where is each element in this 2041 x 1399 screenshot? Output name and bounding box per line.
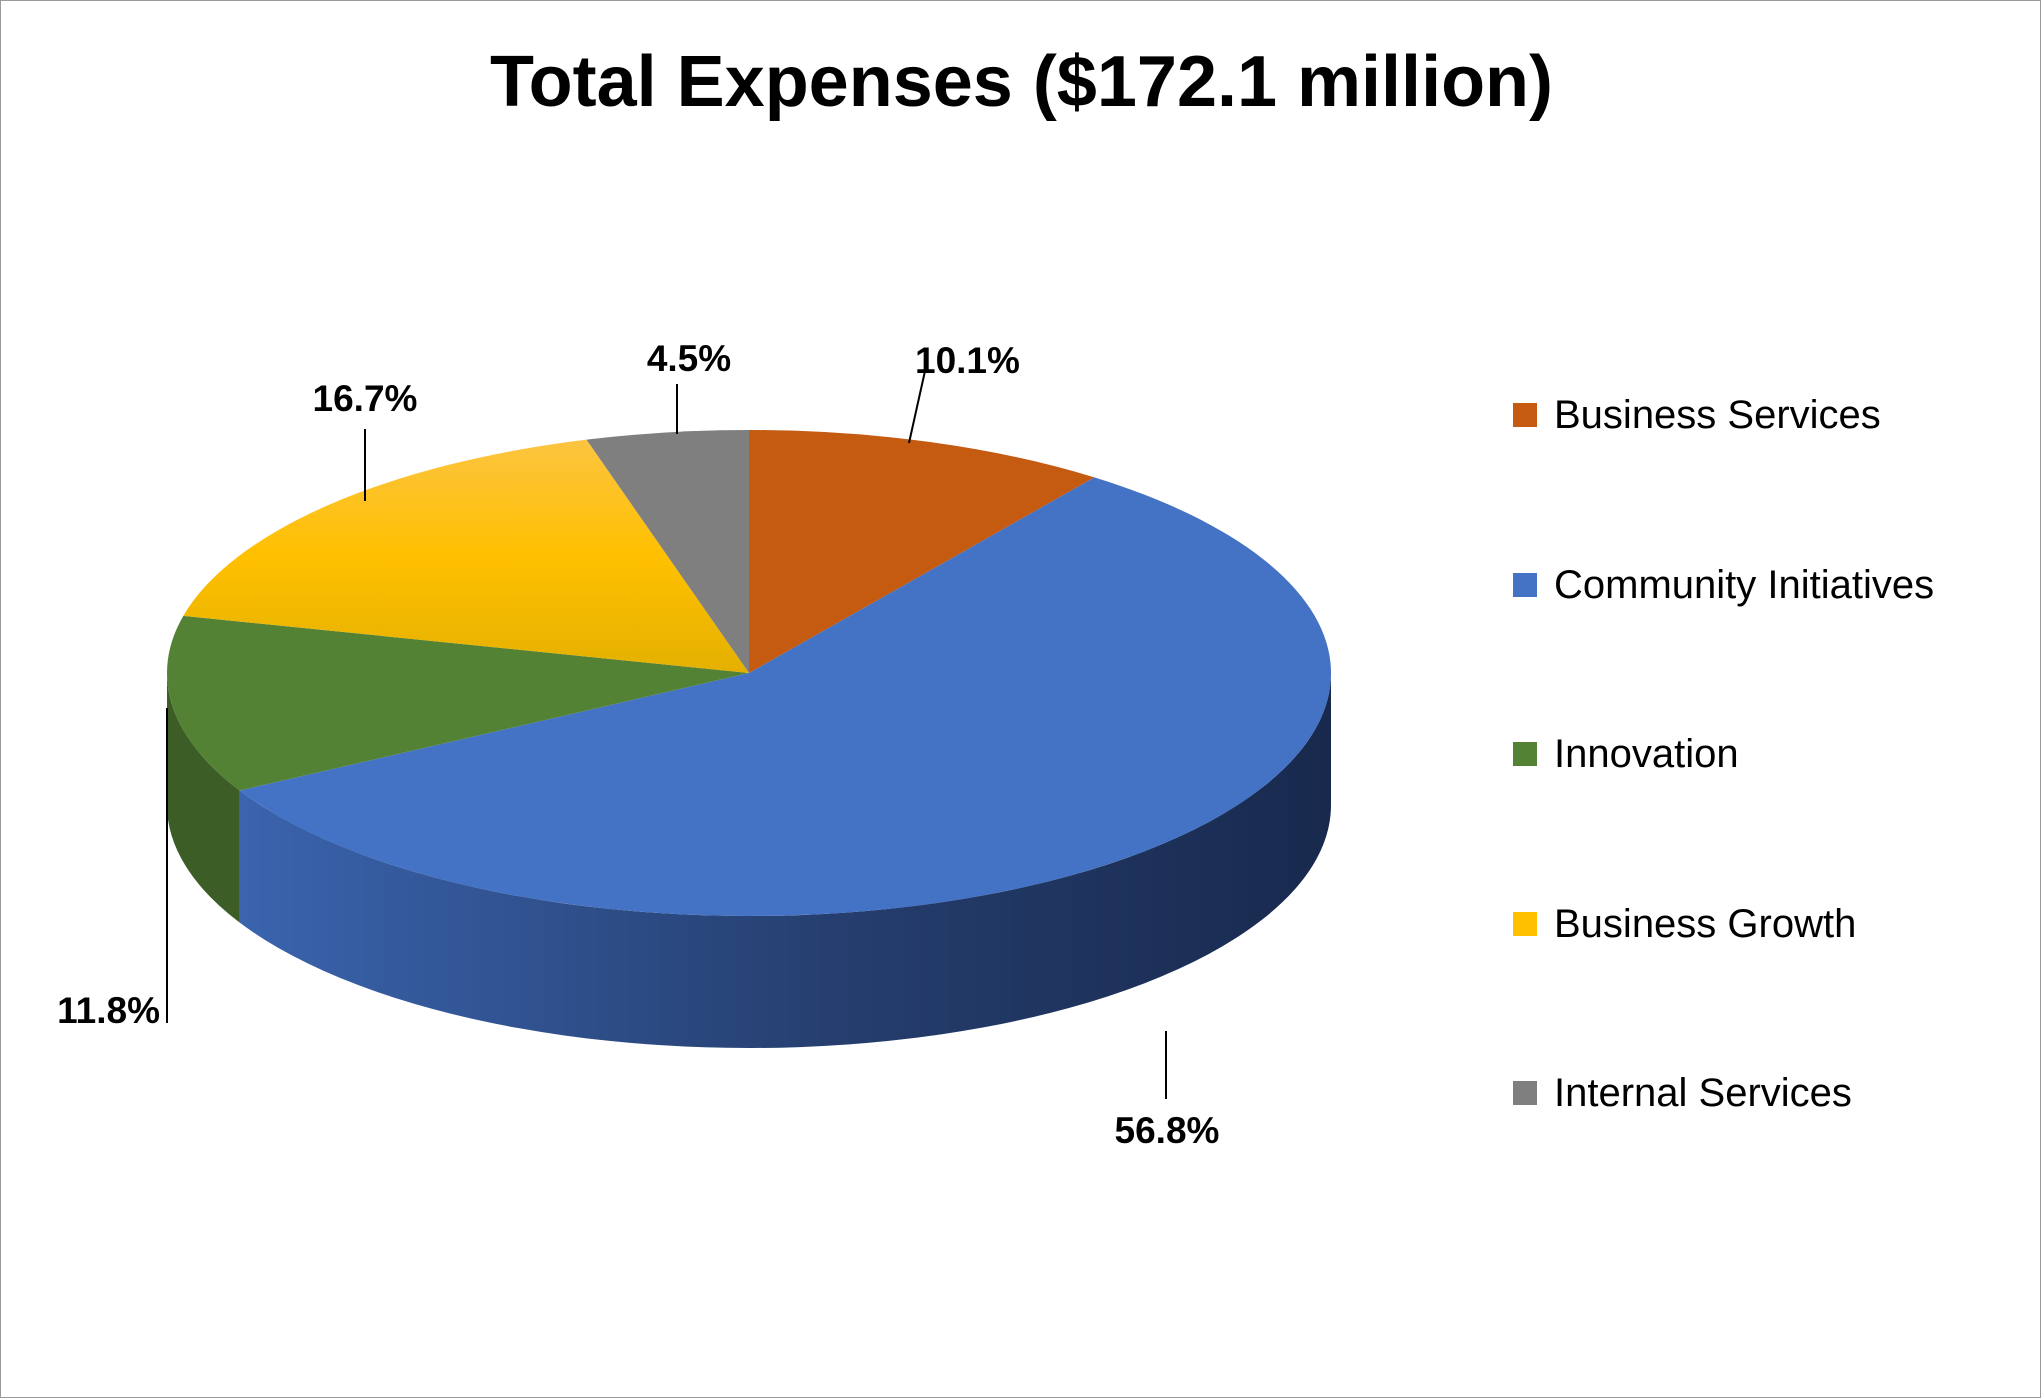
legend-swatch — [1513, 572, 1537, 597]
pie-slice-business-services — [749, 430, 1095, 673]
data-label-innovation: 11.8% — [57, 990, 160, 1031]
legend-label: Business Growth — [1554, 901, 1857, 946]
pie-side-innovation — [167, 673, 240, 923]
legend-swatch — [1513, 911, 1537, 936]
pie-slice-community-initiatives — [239, 477, 1331, 917]
pie-side-community-initiatives — [239, 673, 1332, 1049]
pie-top-faces — [167, 430, 1331, 917]
pie-slice-innovation — [167, 615, 749, 791]
legend-swatch — [1513, 1081, 1537, 1105]
leader-line-business-services — [908, 370, 926, 444]
pie-slice-internal-services — [586, 430, 749, 673]
legend-swatch — [1513, 742, 1537, 766]
pie-data-labels: 10.1% 56.8% 11.8% 16.7% 4.5% — [57, 338, 1219, 1151]
data-label-business-services: 10.1% — [915, 340, 1020, 381]
legend-swatch — [1513, 403, 1537, 427]
data-label-internal-services: 4.5% — [647, 338, 731, 379]
pie-slice-business-growth — [183, 439, 750, 673]
pie-side-walls — [167, 673, 1332, 1049]
legend-label: Innovation — [1554, 732, 1739, 776]
data-label-community-initiatives: 56.8% — [1115, 1110, 1220, 1151]
data-label-business-growth: 16.7% — [313, 378, 418, 419]
legend-label: Internal Services — [1554, 1071, 1852, 1115]
chart-title: Total Expenses ($172.1 million) — [489, 42, 1554, 122]
legend-label: Community Initiatives — [1554, 562, 1935, 607]
legend-label: Business Services — [1554, 393, 1881, 437]
